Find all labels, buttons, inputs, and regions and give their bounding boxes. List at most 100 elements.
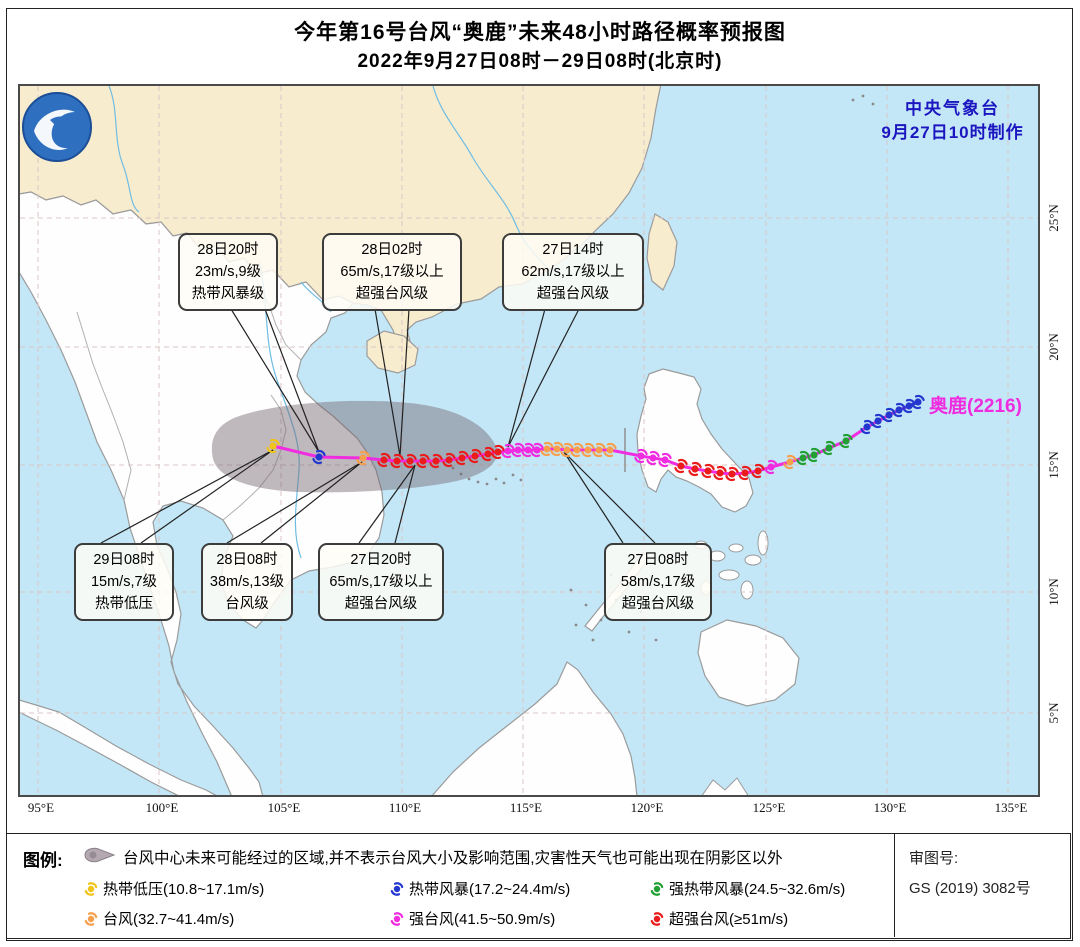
typhoon-point-icon <box>491 444 505 460</box>
callout-line: 27日08时 <box>627 552 689 568</box>
legend-divider <box>894 834 895 937</box>
lon-tick-label: 135°E <box>994 800 1028 815</box>
ty-legend-icon <box>84 912 98 926</box>
typhoon-point-icon <box>650 882 664 896</box>
legend-item-label: 超强台风(≥51m/s) <box>669 911 789 928</box>
typhoon-point-icon <box>738 465 752 481</box>
ts-legend-icon <box>390 882 404 896</box>
callout-line: 15m/s,7级 <box>90 574 158 590</box>
callout-box-27日08时: 27日08时 58m/s,17级 超强台风级 <box>604 543 712 621</box>
typhoon-point-icon <box>688 461 702 477</box>
lon-tick-label: 105°E <box>267 800 301 815</box>
callout-line: 27日20时 <box>350 552 412 568</box>
credit-block: 中央气象台 9月27日10时制作 <box>840 97 1065 145</box>
legend-title: 图例: <box>23 851 63 870</box>
typhoon-point-icon <box>713 465 727 481</box>
approval-number: GS (2019) 3082号 <box>909 880 1031 897</box>
typhoon-point-icon <box>501 443 515 459</box>
typhoon-point-icon <box>658 452 672 468</box>
page-title: 今年第16号台风“奥鹿”未来48小时路径概率预报图 <box>294 21 786 44</box>
lon-tick-label: 120°E <box>630 800 664 815</box>
typhoon-point-icon <box>356 450 370 466</box>
lat-tick-label: 20°N <box>1046 333 1061 361</box>
callout-box-28日20时: 28日20时 23m/s,9级 热带风暴级 <box>178 233 278 311</box>
callout-line: 热带风暴级 <box>191 286 265 302</box>
callout-box-27日20时: 27日20时 65m/s,17级以上 超强台风级 <box>318 543 444 621</box>
legend-item-suty: 超强台风(≥51m/s) <box>649 908 788 929</box>
callout-line: 超强台风级 <box>344 596 418 612</box>
typhoon-point-icon <box>807 447 821 463</box>
callout-line: 62m/s,17级以上 <box>521 264 625 280</box>
outer-border <box>6 8 1073 941</box>
typhoon-point-icon <box>468 448 482 464</box>
credit-agency: 中央气象台 <box>905 99 1000 118</box>
typhoon-point-icon <box>442 452 456 468</box>
storm-name-label: 奥鹿(2216) <box>929 394 1022 417</box>
lon-tick-label: 125°E <box>752 800 786 815</box>
legend-item-label: 台风(32.7~41.4m/s) <box>103 911 235 928</box>
sty-legend-icon <box>390 912 404 926</box>
typhoon-point-icon <box>725 466 739 482</box>
sts-legend-icon <box>650 882 664 896</box>
typhoon-point-icon <box>377 452 391 468</box>
typhoon-point-icon <box>839 433 853 449</box>
typhoon-point-icon <box>603 442 617 458</box>
suty-legend-icon <box>650 912 664 926</box>
typhoon-point-icon <box>540 441 554 457</box>
callout-line: 29日08时 <box>93 552 155 568</box>
typhoon-point-icon <box>455 450 469 466</box>
callout-line: 热带低压 <box>95 596 153 612</box>
cma-logo-icon <box>22 92 92 162</box>
typhoon-point-icon <box>511 442 525 458</box>
typhoon-point-icon <box>550 441 564 457</box>
typhoon-point-icon <box>581 442 595 458</box>
lon-tick-label: 130°E <box>873 800 907 815</box>
callout-line: 28日02时 <box>361 242 423 258</box>
graticule <box>20 86 1038 795</box>
typhoon-point-icon <box>674 458 688 474</box>
typhoon-point-icon <box>390 453 404 469</box>
legend-item-ts: 热带风暴(17.2~24.4m/s) <box>389 878 570 899</box>
typhoon-point-icon <box>530 442 544 458</box>
typhoon-point-icon <box>84 912 98 926</box>
typhoon-point-icon <box>312 449 326 465</box>
callout-line: 65m/s,17级以上 <box>329 574 433 590</box>
legend-item-label: 热带低压(10.8~17.1m/s) <box>103 881 265 898</box>
forecast-cone <box>211 400 498 493</box>
borneo-island <box>431 661 638 795</box>
cone-note: 台风中心未来可能经过的区域,并不表示台风大小及影响范围,灾害性天气也可能出现在阴… <box>123 850 783 867</box>
callout-box-29日08时: 29日08时 15m/s,7级 热带低压 <box>74 543 174 621</box>
typhoon-point-icon <box>84 882 98 896</box>
callout-leader-lines <box>100 308 656 544</box>
lon-tick-label: 100°E <box>145 800 179 815</box>
legend-item-sts: 强热带风暴(24.5~32.6m/s) <box>649 878 845 899</box>
td-legend-icon <box>84 882 98 896</box>
taiwan-island <box>646 213 678 291</box>
typhoon-point-icon <box>390 882 404 896</box>
typhoon-point-icon <box>796 450 810 466</box>
typhoon-point-icon <box>911 394 925 410</box>
map-area: 奥鹿(2216) <box>18 84 1040 797</box>
mindanao-island <box>697 619 800 707</box>
cone-icon <box>84 847 116 863</box>
typhoon-point-icon <box>634 448 648 464</box>
legend-item-label: 强热带风暴(24.5~32.6m/s) <box>669 881 846 898</box>
callout-line: 27日14时 <box>542 242 604 258</box>
typhoon-point-icon <box>751 463 765 479</box>
typhoon-point-icon <box>481 446 495 462</box>
approval-label: 审图号: <box>909 850 959 867</box>
callout-line: 28日20时 <box>197 242 259 258</box>
legend-item-sty: 强台风(41.5~50.9m/s) <box>389 908 555 929</box>
typhoon-point-icon <box>429 453 443 469</box>
typhoon-point-icon <box>822 440 836 456</box>
callout-box-28日08时: 28日08时 38m/s,13级 台风级 <box>201 543 293 621</box>
credit-time: 9月27日10时制作 <box>881 123 1024 142</box>
lat-tick-label: 15°N <box>1046 451 1061 479</box>
sulawesi-tip <box>701 777 749 795</box>
legend-item-td: 热带低压(10.8~17.1m/s) <box>83 878 264 899</box>
typhoon-point-icon <box>592 442 606 458</box>
lat-tick-label: 5°N <box>1046 702 1061 724</box>
typhoon-point-icon <box>521 442 535 458</box>
typhoon-point-icon <box>390 912 404 926</box>
